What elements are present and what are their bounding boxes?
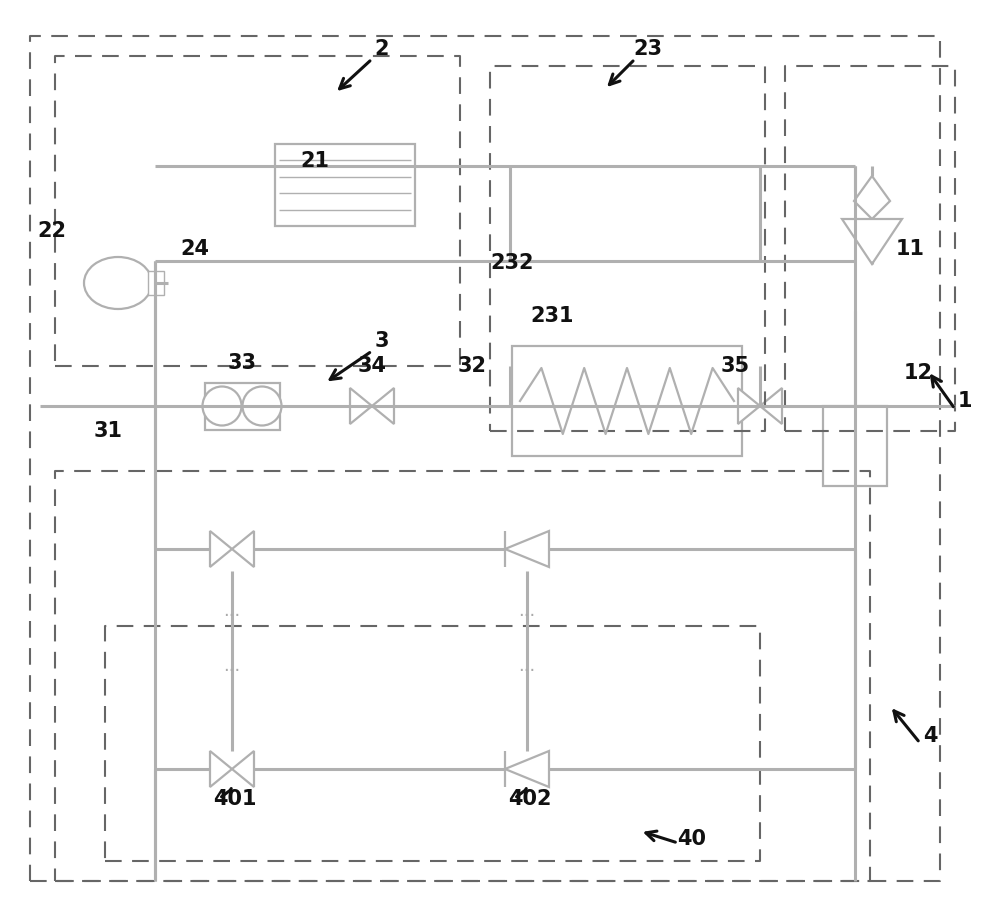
Text: ...: ... xyxy=(223,602,241,620)
Polygon shape xyxy=(148,271,164,295)
Polygon shape xyxy=(205,382,280,429)
Text: ...: ... xyxy=(518,602,536,620)
Polygon shape xyxy=(505,531,549,567)
Polygon shape xyxy=(760,388,782,424)
Polygon shape xyxy=(505,751,549,787)
Polygon shape xyxy=(738,388,760,424)
Polygon shape xyxy=(512,346,742,456)
Circle shape xyxy=(202,387,241,426)
Text: 23: 23 xyxy=(634,39,662,59)
Text: 21: 21 xyxy=(300,151,330,171)
Polygon shape xyxy=(350,388,372,424)
Text: 31: 31 xyxy=(94,421,122,441)
Text: 35: 35 xyxy=(720,356,750,376)
Text: 32: 32 xyxy=(458,356,486,376)
Polygon shape xyxy=(275,144,415,226)
Text: 231: 231 xyxy=(530,306,574,326)
Ellipse shape xyxy=(84,257,152,309)
Text: 22: 22 xyxy=(38,221,66,241)
Polygon shape xyxy=(232,751,254,787)
Text: 12: 12 xyxy=(904,363,932,383)
Text: ...: ... xyxy=(223,657,241,675)
Text: 34: 34 xyxy=(358,356,386,376)
Text: 2: 2 xyxy=(375,39,389,59)
Text: 33: 33 xyxy=(228,353,256,373)
Circle shape xyxy=(242,387,282,426)
Text: 1: 1 xyxy=(958,391,972,411)
Polygon shape xyxy=(232,531,254,567)
Text: 3: 3 xyxy=(375,331,389,351)
Text: 40: 40 xyxy=(678,829,706,849)
Text: ...: ... xyxy=(518,657,536,675)
Polygon shape xyxy=(854,176,890,219)
Polygon shape xyxy=(823,406,887,486)
Polygon shape xyxy=(210,751,232,787)
Text: 401: 401 xyxy=(213,789,257,809)
Text: 24: 24 xyxy=(180,239,210,259)
Polygon shape xyxy=(372,388,394,424)
Text: 11: 11 xyxy=(896,239,924,259)
Polygon shape xyxy=(210,531,232,567)
Text: 232: 232 xyxy=(490,253,534,273)
Polygon shape xyxy=(842,219,902,264)
Text: 402: 402 xyxy=(508,789,552,809)
Text: 4: 4 xyxy=(923,726,937,746)
